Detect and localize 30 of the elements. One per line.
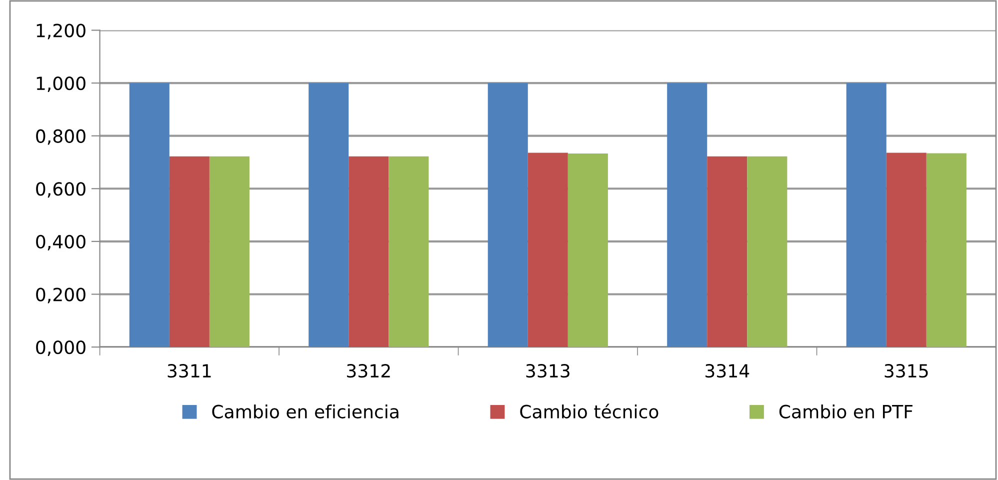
y-tick-label: 0,200 xyxy=(36,288,86,304)
bar xyxy=(209,156,250,348)
x-tick-label: 3315 xyxy=(884,364,928,378)
x-tick-label: 3314 xyxy=(706,364,750,378)
x-tick-label: 3311 xyxy=(168,364,211,378)
y-tick-label: 0,600 xyxy=(36,182,86,198)
y-tick-label: 1,000 xyxy=(36,76,86,92)
bar xyxy=(528,152,568,348)
bar xyxy=(707,156,748,348)
y-tick-label: 0,400 xyxy=(36,234,86,250)
x-tick-label: 3313 xyxy=(526,364,570,378)
bar xyxy=(568,154,608,348)
bar xyxy=(388,156,429,348)
bar xyxy=(129,83,170,348)
legend-label: Cambio en eficiencia xyxy=(212,404,398,418)
bar xyxy=(886,152,926,348)
bar xyxy=(488,83,528,348)
y-tick-label: 1,200 xyxy=(36,24,86,40)
bar xyxy=(926,153,966,348)
bar xyxy=(348,156,389,348)
x-tick-label: 3312 xyxy=(347,364,390,378)
bar xyxy=(667,83,708,348)
bar xyxy=(308,83,349,348)
legend-label: Cambio en PTF xyxy=(779,404,912,418)
bar xyxy=(747,156,788,348)
bar xyxy=(169,156,210,348)
y-tick-label: 0,000 xyxy=(36,340,86,356)
bar xyxy=(846,83,886,348)
y-tick-label: 0,800 xyxy=(36,129,86,145)
legend-label: Cambio técnico xyxy=(520,404,658,418)
